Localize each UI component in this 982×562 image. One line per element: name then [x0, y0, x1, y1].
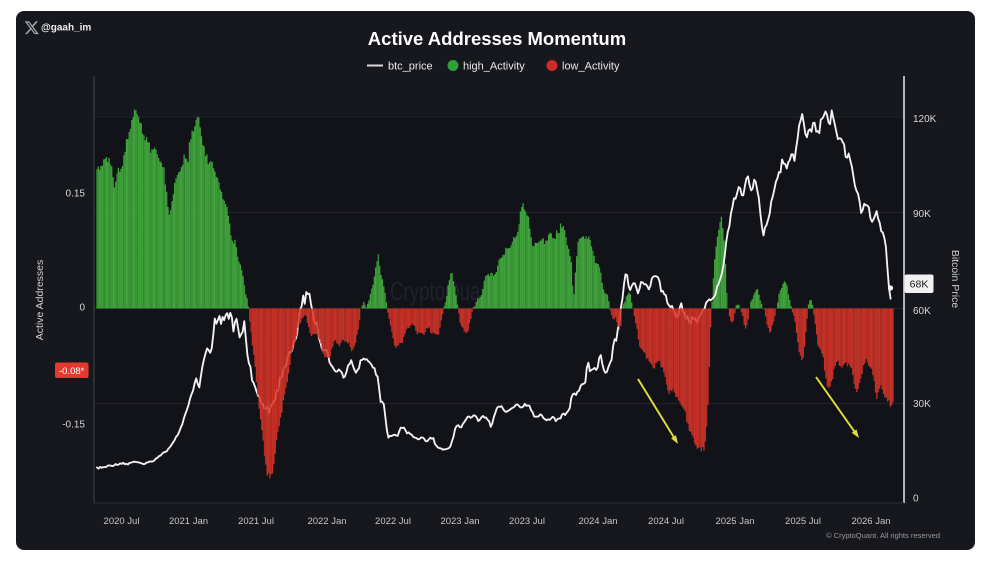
svg-text:0: 0	[79, 303, 85, 314]
svg-text:2025 Jan: 2025 Jan	[715, 516, 754, 527]
svg-text:2021 Jul: 2021 Jul	[238, 516, 274, 527]
svg-text:2026 Jan: 2026 Jan	[851, 516, 890, 527]
svg-text:120K: 120K	[913, 114, 937, 125]
svg-text:btc_price: btc_price	[388, 61, 433, 73]
svg-text:@gaah_im: @gaah_im	[41, 23, 91, 34]
svg-text:2023 Jul: 2023 Jul	[509, 516, 545, 527]
svg-text:low_Activity: low_Activity	[562, 61, 620, 73]
svg-text:2023 Jan: 2023 Jan	[440, 516, 479, 527]
svg-text:2024 Jan: 2024 Jan	[578, 516, 617, 527]
svg-text:Active Addresses: Active Addresses	[34, 260, 46, 341]
svg-text:2025 Jul: 2025 Jul	[785, 516, 821, 527]
svg-text:-0.15: -0.15	[62, 419, 85, 430]
svg-text:30K: 30K	[913, 399, 931, 410]
svg-text:2020 Jul: 2020 Jul	[104, 516, 140, 527]
svg-text:68K: 68K	[910, 279, 929, 291]
svg-text:90K: 90K	[913, 209, 931, 220]
svg-text:-0.08*: -0.08*	[59, 366, 85, 377]
svg-text:60K: 60K	[913, 306, 931, 317]
svg-text:2022 Jul: 2022 Jul	[375, 516, 411, 527]
svg-text:2021 Jan: 2021 Jan	[169, 516, 208, 527]
svg-text:Active Addresses Momentum: Active Addresses Momentum	[368, 28, 626, 49]
svg-text:© CryptoQuant. All rights rese: © CryptoQuant. All rights reserved	[826, 531, 940, 540]
svg-text:0: 0	[913, 494, 919, 505]
svg-text:Bitcoin Price: Bitcoin Price	[949, 250, 961, 309]
svg-text:high_Activity: high_Activity	[463, 61, 525, 73]
svg-text:0.15: 0.15	[66, 189, 86, 200]
svg-text:2022 Jan: 2022 Jan	[307, 516, 346, 527]
svg-text:2024 Jul: 2024 Jul	[648, 516, 684, 527]
